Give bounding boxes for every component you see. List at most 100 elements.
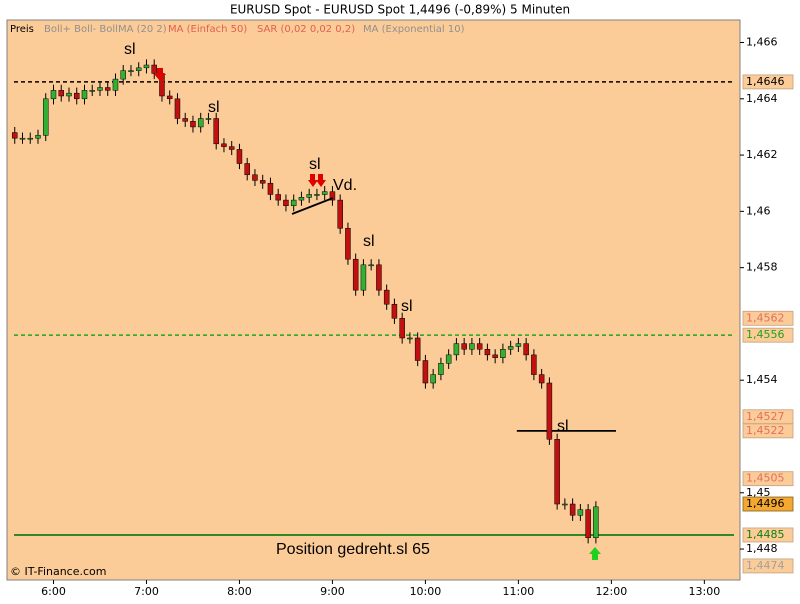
price-marker-box [742, 423, 794, 439]
price-marker-box [742, 558, 794, 574]
arrow-down [154, 68, 166, 81]
candle-body [221, 143, 227, 147]
candle-body [143, 64, 150, 69]
legend-item: Boll+ Boll- BollMA (20 2) [44, 24, 167, 35]
price-marker-box [742, 471, 794, 487]
price-marker-label: 1,4496 [746, 497, 785, 510]
x-tick-label: 10:00 [410, 585, 442, 598]
candle-body [476, 343, 483, 350]
candle-body [197, 118, 204, 128]
annotation: sl [363, 233, 375, 250]
candle-body [422, 360, 429, 384]
candle-body [461, 343, 467, 350]
candle-body [252, 174, 258, 181]
candle-body [531, 354, 537, 375]
y-tick-label: 1,454 [746, 373, 778, 386]
annotation: sl [208, 99, 220, 116]
candle-body [236, 149, 243, 164]
candle-body [554, 439, 560, 505]
legend: Preis Boll+ Boll- BollMA (20 2) MA (Einf… [10, 24, 465, 35]
candle-body [151, 64, 157, 74]
y-tick-label: 1,448 [746, 542, 778, 555]
copyright: © IT-Finance.com [10, 565, 107, 578]
y-tick-label: 1,464 [746, 92, 778, 105]
candle-body [492, 354, 498, 358]
candle-body [298, 197, 305, 201]
candle-body [190, 121, 196, 128]
candle-body [360, 264, 367, 291]
price-marker-label: 1,4505 [746, 472, 785, 485]
candle-body [290, 199, 297, 206]
candle-body [445, 354, 452, 364]
annotation: sl [124, 41, 136, 58]
candle-body [352, 258, 359, 291]
chart-title: EURUSD Spot - EURUSD Spot 1,4496 (-0,89%… [230, 3, 570, 17]
candle-body [399, 318, 405, 339]
candle-body [11, 132, 18, 139]
candle-body [515, 343, 522, 347]
price-marker-label: 1,4646 [746, 75, 785, 88]
candle-body [337, 199, 343, 229]
candle-body [585, 509, 591, 539]
price-marker-label: 1,4522 [746, 424, 785, 437]
arrow-down [308, 174, 326, 187]
candle-body [368, 264, 374, 267]
price-marker-label: 1,4485 [746, 528, 785, 541]
candle-body [81, 90, 88, 100]
candle-body [469, 343, 475, 350]
candle-body [376, 264, 382, 291]
candle-body [345, 227, 351, 260]
candle-body [329, 191, 336, 201]
candle-body [546, 382, 553, 440]
candle-body [391, 303, 398, 319]
marks: 6:00 7:00 8:00 9:00 10:00 11:00 12:00 13:00 1,46… [11, 36, 794, 598]
y-tick-label: 1,458 [746, 261, 778, 274]
candle-body [523, 343, 529, 356]
candle-body [120, 70, 126, 80]
candle-body [283, 199, 289, 206]
candle-body [50, 90, 57, 100]
y-tick-label: 1,45 [746, 486, 771, 499]
candle-body [128, 70, 134, 72]
candle-body [66, 92, 72, 97]
candle-body [97, 87, 103, 91]
candle-body [507, 346, 514, 350]
annotation: Vd. [333, 177, 357, 194]
trend-line [291, 197, 334, 215]
price-marker-box [742, 310, 794, 326]
candle-body [19, 137, 26, 140]
x-tick-label: 8:00 [227, 585, 252, 598]
price-marker-label: 1,4474 [746, 559, 785, 572]
candle-body [112, 78, 119, 91]
legend-item: MA (Exponential 10) [363, 24, 465, 35]
candle-body [314, 194, 320, 196]
annotations: sl sl sl Vd. sl sl sl Position gedreht.s… [10, 41, 601, 578]
candle-body [89, 90, 95, 92]
candle-body [135, 67, 142, 71]
price-marker-box [742, 527, 794, 543]
y-tick-label: 1,462 [746, 148, 778, 161]
candle-body [484, 348, 491, 356]
annotation: sl [557, 418, 569, 435]
candle-body [213, 118, 219, 145]
price-marker-label: 1,4562 [746, 311, 785, 324]
price-marker-box [742, 327, 794, 343]
candle-body [438, 363, 444, 375]
candle-body [414, 337, 421, 361]
x-tick-label: 9:00 [320, 585, 345, 598]
x-tick-label: 12:00 [596, 585, 628, 598]
candle-body [104, 87, 111, 91]
candle-body [569, 503, 576, 516]
annotation: Position gedreht.sl 65 [276, 541, 430, 558]
legend-item: MA (Einfach 50) [168, 24, 247, 35]
candle-body [321, 191, 328, 195]
candle-body [73, 92, 80, 100]
candle-body [35, 135, 41, 139]
candle-body [383, 289, 390, 305]
x-tick-label: 6:00 [41, 585, 66, 598]
arrow-up [589, 547, 601, 560]
candle-body [182, 118, 188, 122]
price-marker-box [742, 74, 794, 90]
y-tick-label: 1,466 [746, 36, 778, 49]
